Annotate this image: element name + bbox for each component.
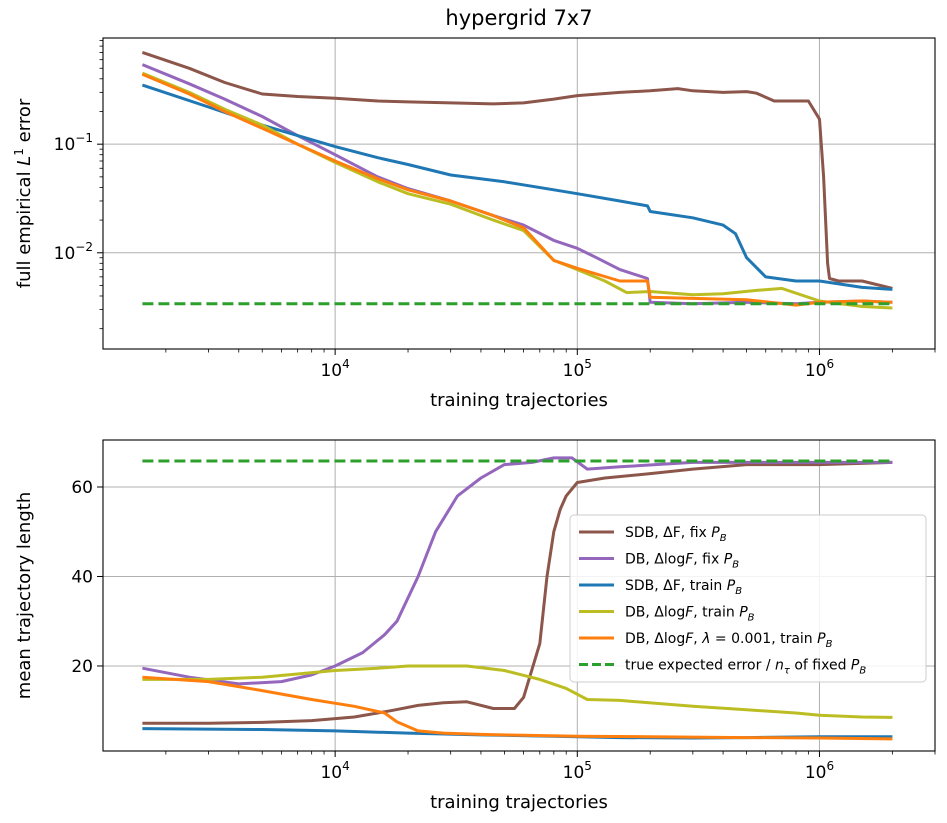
series-line-db_train	[141, 71, 893, 310]
series-line-db_reg_train	[141, 72, 893, 307]
legend-label-db_train: DB, ΔlogF, train PB​	[625, 605, 755, 624]
plot-frame	[102, 37, 936, 350]
x-tick-label: 106	[805, 759, 834, 783]
y-tick-label: 60	[71, 478, 93, 498]
trajectory-length-plot: 104 105 106 20 40 60 training trajectories mean…	[14, 439, 936, 813]
y-tick-label: 10−1	[54, 131, 93, 155]
x-tick-label: 105	[563, 759, 592, 783]
series-line-db_fix	[142, 456, 893, 686]
x-axis-label: training trajectories	[430, 792, 608, 813]
legend-label-db_fix: DB, ΔlogF, fix PB​	[625, 552, 739, 571]
series-line-db_reg_train	[142, 675, 893, 741]
legend-label-sdb_fix: SDB, ΔF, fix PB​	[625, 525, 727, 544]
y-axis-label: mean trajectory length	[14, 492, 35, 699]
legend: SDB, ΔF, fix PB​ DB, ΔlogF, fix PB​ SDB, Δ…	[569, 514, 927, 683]
x-tick-label: 104	[320, 357, 349, 381]
ticks: 104 105 106 10−2 10−1	[54, 40, 936, 381]
series-line-sdb_fix	[142, 460, 893, 725]
series-line-sdb_fix	[141, 50, 893, 290]
y-tick-label: 10−2	[54, 240, 93, 264]
x-axis-label: training trajectories	[430, 390, 608, 411]
y-tick-label: 20	[71, 657, 93, 677]
legend-label-sdb_train: SDB, ΔF, train PB​	[625, 578, 742, 597]
chart-title: hypergrid 7x7	[445, 6, 592, 30]
series-line-db_train	[142, 664, 893, 719]
error-plot: 104 105 106 10−2 10−1 hypergrid 7x7 training t…	[12, 6, 936, 411]
legend-label-true_len: true expected error / nτ​ of fixed PB​	[625, 658, 866, 677]
legend-label-db_reg_train: DB, ΔlogF, λ = 0.001, train PB​	[625, 631, 833, 650]
x-tick-label: 105	[563, 357, 592, 381]
series-group	[142, 456, 893, 741]
series-line-sdb_train	[141, 83, 893, 291]
y-axis-label: full empirical L1 error	[12, 98, 35, 288]
ticks: 104 105 106 20 40 60	[71, 478, 936, 783]
x-tick-label: 104	[320, 759, 349, 783]
series-group	[141, 50, 893, 310]
plot-frame	[102, 439, 936, 752]
y-tick-label: 40	[71, 567, 93, 587]
x-tick-label: 106	[805, 357, 834, 381]
legend-box	[569, 514, 927, 683]
grid	[103, 38, 935, 349]
